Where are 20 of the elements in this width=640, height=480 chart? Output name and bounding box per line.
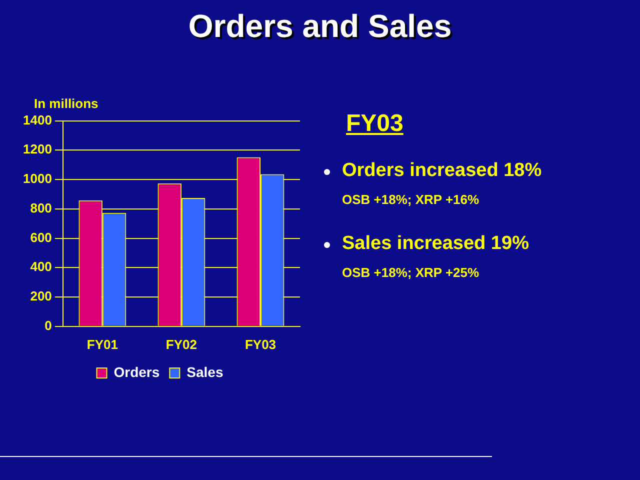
y-tick-label: 0 (44, 318, 52, 333)
x-tick-label: FY03 (244, 336, 276, 352)
y-tick-label: 1200 (23, 142, 52, 157)
text: OSB +18%; XRP +16% (341, 192, 480, 207)
x-tick-label: FY01 (86, 336, 118, 352)
y-tick-label: 800 (30, 200, 52, 216)
text: OSB +18%; XRP +25% (341, 265, 480, 280)
text: FY03 (346, 110, 404, 138)
text: Orders increased 18% (341, 160, 543, 182)
text: Sales increased 19% (341, 233, 530, 255)
y-tick-label: 400 (30, 259, 52, 274)
legend-label: Sales (186, 364, 224, 380)
y-tick-label: 200 (30, 288, 52, 304)
y-axis-title: In millions (34, 96, 98, 111)
y-tick-label: 1000 (23, 171, 52, 186)
x-tick-label: FY02 (166, 336, 197, 352)
y-tick-label: 600 (30, 230, 52, 245)
y-tick-label: 1400 (23, 112, 52, 128)
chart-title: Orders and Sales (187, 8, 453, 45)
legend-label: Orders (114, 364, 160, 380)
